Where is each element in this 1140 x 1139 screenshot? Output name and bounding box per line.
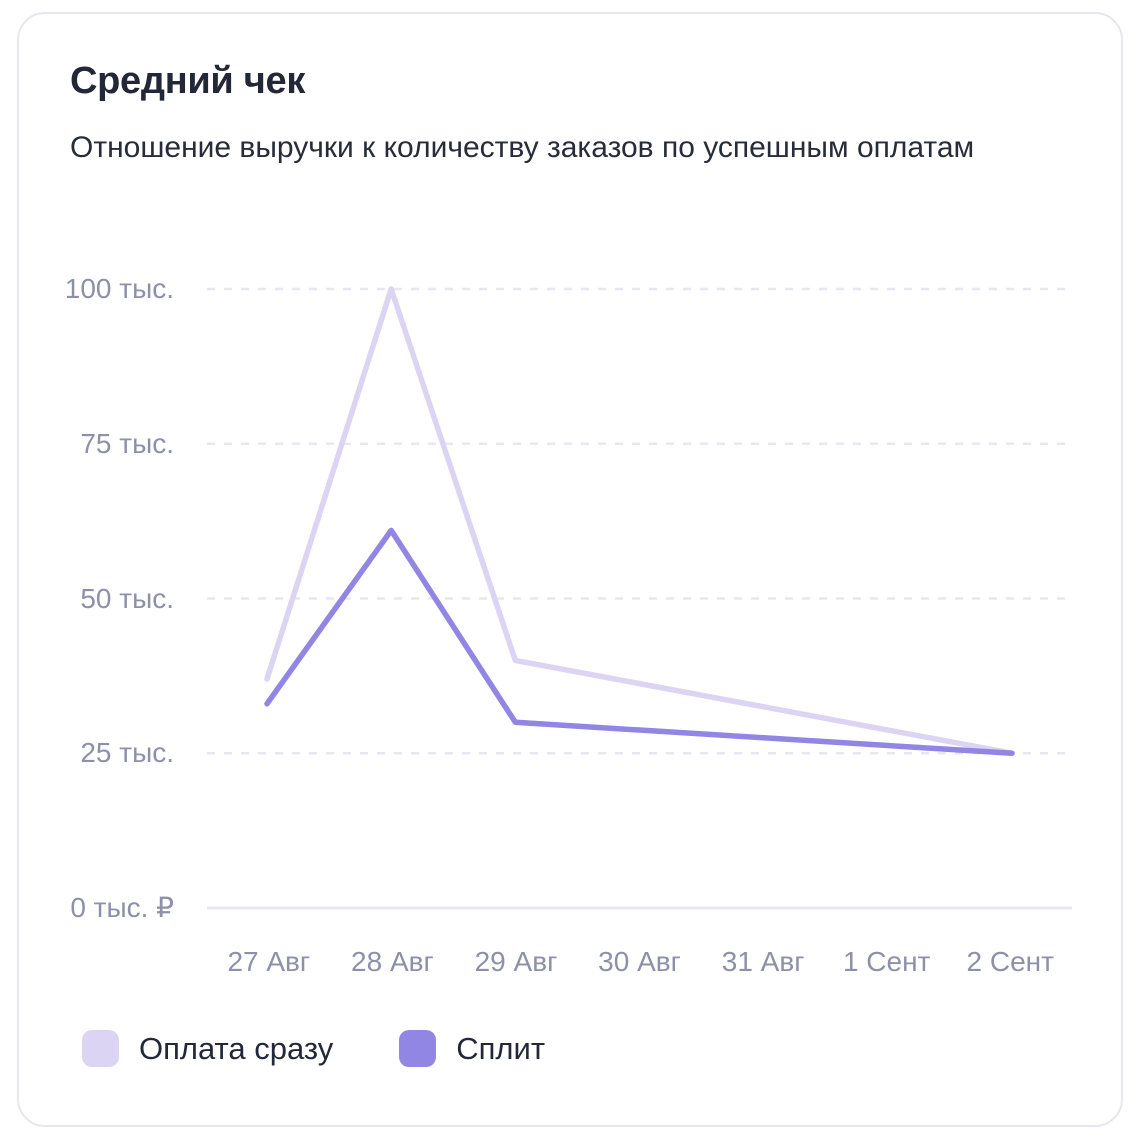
x-axis-tick: 1 Сент [842,946,931,977]
y-axis-tick-25: 25 тыс. [80,737,174,769]
x-axis-tick: 30 Авг [598,946,681,977]
legend-label: Сплит [456,1030,546,1066]
average-check-card: Средний чек Отношение выручки к количест… [17,12,1123,1127]
chart-title: Средний чек [70,60,306,102]
legend-swatch-icon [399,1030,437,1067]
x-axis: 27 Авг 28 Авг 29 Авг 30 Авг 31 Авг 1 Сен… [207,942,1072,982]
chart-legend: Оплата сразу Сплит [82,1030,545,1067]
legend-item-oplata-srazu[interactable]: Оплата сразу [82,1030,333,1067]
legend-item-split[interactable]: Сплит [399,1030,545,1067]
y-axis-tick-50: 50 тыс. [80,582,174,614]
y-axis-tick-75: 75 тыс. [80,427,174,459]
x-axis-tick: 27 Авг [227,946,311,977]
y-axis-tick-0: 0 тыс. ₽ [70,892,174,923]
series-line-1 [264,527,1015,756]
x-axis-tick: 28 Авг [351,946,434,977]
chart-canvas [207,286,1072,910]
y-axis-tick-100: 100 тыс. [64,273,174,304]
x-axis-tick: 2 Сент [966,946,1054,977]
legend-label: Оплата сразу [139,1030,334,1066]
x-axis-tick: 31 Авг [721,946,805,977]
x-axis-tick: 29 Авг [474,946,558,977]
series-line-0 [264,286,1015,756]
legend-swatch-icon [82,1030,119,1067]
chart-subtitle: Отношение выручки к количеству заказов п… [70,131,975,164]
